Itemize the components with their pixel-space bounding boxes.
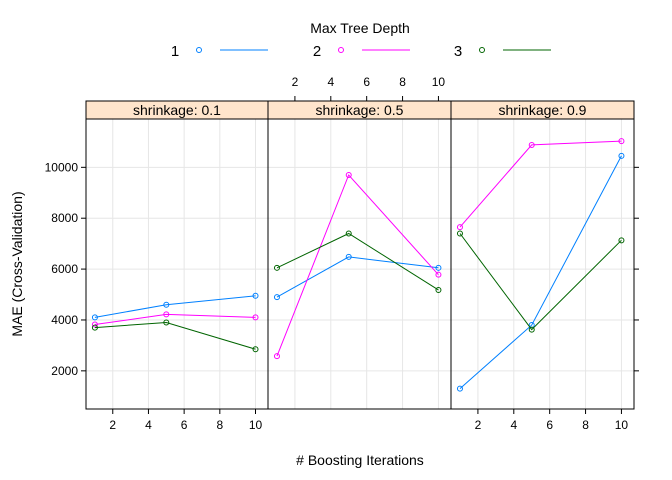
legend-marker: [338, 47, 344, 53]
series-line-depth-3: [459, 233, 622, 331]
x-tick-label: 10: [615, 418, 629, 432]
legend-marker: [196, 47, 202, 53]
data-point-depth-2: [273, 353, 280, 360]
y-tick-label: 10000: [45, 160, 79, 174]
legend-label: 1: [171, 43, 179, 60]
panels: shrinkage: 0.1 2 4 6 8 10 shrinkage: 0.5 2 4 6 8 10…: [45, 75, 639, 432]
x-tick-label: 4: [510, 418, 517, 432]
y-tick-label: 4000: [51, 313, 78, 327]
series-line-depth-1: [276, 256, 439, 298]
legend-entries: 1 2 3: [171, 43, 551, 60]
y-axis: 2000 4000 6000 8000 10000: [45, 160, 639, 378]
data-point-depth-2: [435, 271, 442, 278]
x-tick-label: 6: [181, 418, 188, 432]
data-point-depth-1: [163, 301, 170, 308]
panel-strip-label: shrinkage: 0.9: [499, 102, 587, 118]
data-point-depth-2: [163, 311, 170, 318]
data-point-depth-2: [252, 314, 259, 321]
x-tick-label: 8: [216, 418, 223, 432]
panel-frame: [85, 100, 269, 410]
y-tick-label: 8000: [51, 211, 78, 225]
x-tick-label: 2: [109, 418, 116, 432]
x-tick-label: 6: [546, 418, 553, 432]
legend: Max Tree Depth 1 2 3: [171, 20, 551, 60]
legend-label: 3: [454, 43, 462, 60]
data-point-depth-2: [91, 321, 98, 328]
data-point-depth-1: [435, 264, 442, 271]
x-tick-label: 8: [399, 75, 406, 89]
data-point-depth-3: [273, 264, 280, 271]
panel-frame: [450, 100, 635, 410]
data-point-depth-2: [528, 141, 535, 148]
data-point-depth-2: [456, 224, 463, 231]
panel: shrinkage: 0.5 2 4 6 8 10: [267, 75, 452, 410]
data-point-depth-3: [528, 326, 535, 333]
x-tick-label: 8: [582, 418, 589, 432]
series-line-depth-2: [276, 174, 439, 357]
data-point-depth-3: [618, 237, 625, 244]
x-tick-label: 10: [249, 418, 263, 432]
panel-strip-label: shrinkage: 0.5: [316, 102, 404, 118]
data-point-depth-2: [345, 171, 352, 178]
x-tick-label: 10: [432, 75, 446, 89]
y-tick-label: 2000: [51, 364, 78, 378]
series-line-depth-3: [276, 232, 439, 291]
data-point-depth-3: [345, 230, 352, 237]
data-point-depth-1: [273, 294, 280, 301]
x-tick-label: 2: [475, 418, 482, 432]
x-tick-label: 4: [327, 75, 334, 89]
legend-title: Max Tree Depth: [310, 20, 410, 36]
data-point-depth-3: [252, 346, 259, 353]
data-point-depth-1: [618, 152, 625, 159]
x-tick-label: 2: [292, 75, 299, 89]
data-point-depth-2: [618, 138, 625, 145]
data-point-depth-1: [456, 385, 463, 392]
legend-label: 2: [313, 43, 321, 60]
data-point-depth-3: [456, 230, 463, 237]
series-line-depth-2: [94, 313, 256, 325]
data-point-depth-3: [163, 319, 170, 326]
data-point-depth-1: [252, 292, 259, 299]
series-line-depth-2: [459, 140, 622, 228]
panel-strip-label: shrinkage: 0.1: [133, 102, 221, 118]
data-point-depth-3: [435, 286, 442, 293]
data-point-depth-3: [91, 324, 98, 331]
y-axis-label: MAE (Cross-Validation): [9, 191, 25, 336]
x-axis-label: # Boosting Iterations: [296, 452, 424, 468]
y-tick-label: 6000: [51, 262, 78, 276]
panel-frame: [267, 100, 452, 410]
x-tick-label: 4: [145, 418, 152, 432]
data-point-depth-1: [345, 253, 352, 260]
data-point-depth-1: [91, 314, 98, 321]
series-line-depth-1: [94, 295, 256, 318]
x-tick-label: 6: [363, 75, 370, 89]
series-line-depth-1: [459, 155, 622, 389]
panel: shrinkage: 0.1 2 4 6 8 10: [85, 100, 269, 432]
panel: shrinkage: 0.9 2 4 6 8 10: [450, 100, 635, 432]
series-line-depth-3: [94, 321, 256, 350]
legend-marker: [479, 47, 485, 53]
